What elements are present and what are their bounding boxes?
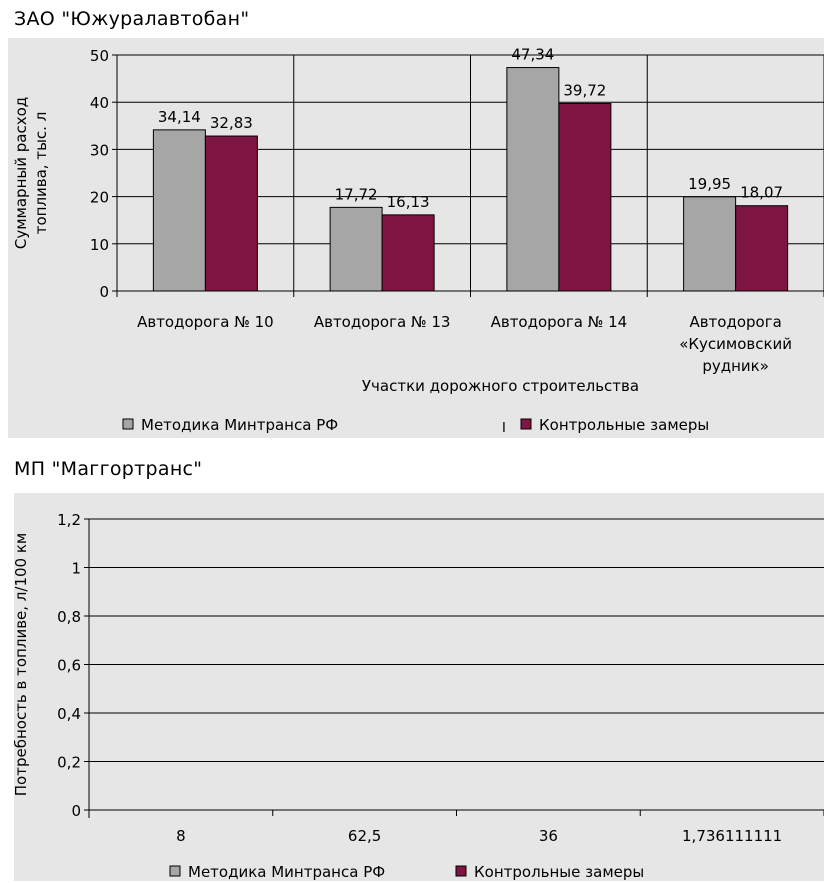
bar xyxy=(558,103,612,292)
data-label: 19,95 xyxy=(688,175,731,193)
y-tick-label: 0,2 xyxy=(57,754,81,772)
y-tick-label: 20 xyxy=(90,189,109,207)
bar xyxy=(152,129,206,292)
legend-marker xyxy=(455,865,467,877)
x-tick-label: 1,736111111 xyxy=(682,827,782,845)
y-tick-label: 0 xyxy=(71,802,81,820)
y-tick-label: 30 xyxy=(90,141,109,159)
y-tick-label: 1,2 xyxy=(57,511,81,529)
x-tick-label: Автодорога № 13 xyxy=(314,313,451,331)
x-tick-label: Автодорога № 14 xyxy=(491,313,628,331)
x-tick-label: Автодорога xyxy=(689,313,781,331)
x-tick-label: 8 xyxy=(176,827,186,845)
chart1-svg: 0 10 20 30 40 50 34,14 17,72 47,34 19,95 32,83 16,1… xyxy=(12,46,824,436)
legend-marker xyxy=(169,865,181,877)
data-label: 32,83 xyxy=(210,114,253,132)
y-tick-label: 1 xyxy=(71,560,81,578)
legend-label: Методика Минтранса РФ xyxy=(188,863,385,881)
y-tick-label: 0 xyxy=(99,283,109,301)
legend-label: Методика Минтранса РФ xyxy=(141,416,338,434)
data-label: 16,13 xyxy=(387,193,430,211)
y-axis-title: Суммарный расход топлива, тыс. л xyxy=(12,97,50,249)
y-tick-label: 40 xyxy=(90,94,109,112)
chart2-panel: 0 0,2 0,4 0,6 0,8 1 1,2 8 62,5 36 1,736111111 Потре… xyxy=(12,493,824,881)
y-tick-label: 0,8 xyxy=(57,608,81,626)
bar xyxy=(204,135,258,292)
y-tick-label: 50 xyxy=(90,47,109,65)
chart1-title: ЗАО "Южуралавтобан" xyxy=(14,8,250,30)
legend-marker xyxy=(122,418,134,430)
chart2-title: МП "Маггортранс" xyxy=(14,458,203,480)
data-label: 34,14 xyxy=(158,108,201,126)
data-label: 39,72 xyxy=(563,82,606,100)
bar xyxy=(506,67,560,292)
x-axis-title: Участки дорожного строительства xyxy=(362,377,639,395)
y-tick-label: 0,6 xyxy=(57,657,81,675)
legend-label: Контрольные замеры xyxy=(474,863,644,881)
y-axis-title: Потребность в топливе, л/100 км xyxy=(12,533,30,796)
y-tick-label: 0,4 xyxy=(57,705,81,723)
legend-marker xyxy=(520,418,532,430)
legend-label: Контрольные замеры xyxy=(539,416,709,434)
bar xyxy=(735,205,789,292)
bar xyxy=(329,206,383,292)
bar xyxy=(683,196,737,292)
x-tick-label: 62,5 xyxy=(348,827,381,845)
data-label: 17,72 xyxy=(335,185,378,203)
y-tick-label: 10 xyxy=(90,236,109,254)
x-tick-label: Автодорога № 10 xyxy=(137,313,274,331)
bar xyxy=(381,214,435,292)
x-tick-label: 36 xyxy=(539,827,558,845)
chart1-panel: 0 10 20 30 40 50 34,14 17,72 47,34 19,95 32,83 16,1… xyxy=(8,38,824,438)
data-label: 47,34 xyxy=(511,46,554,64)
x-tick-label: «Кусимовский xyxy=(679,335,792,353)
x-tick-label: рудник» xyxy=(702,357,769,375)
data-label: 18,07 xyxy=(740,184,783,202)
legend-separator: I xyxy=(502,421,506,436)
chart2-svg: 0 0,2 0,4 0,6 0,8 1 1,2 8 62,5 36 1,736111111 Потре… xyxy=(12,511,824,881)
